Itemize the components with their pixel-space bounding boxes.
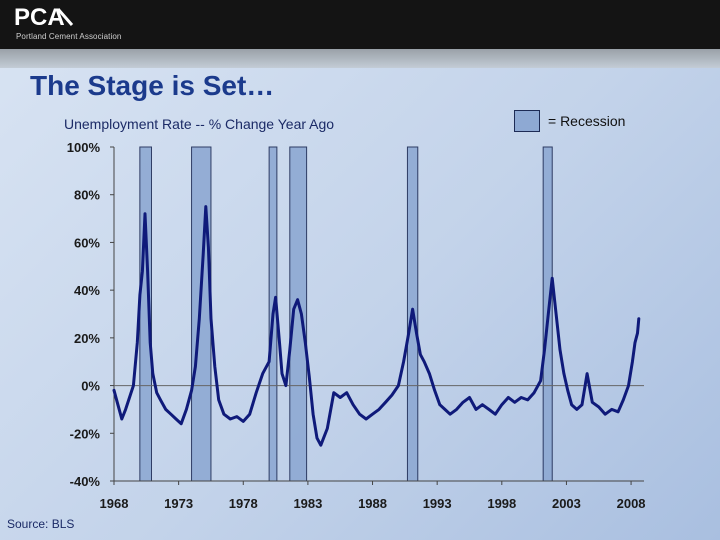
y-tick-label-4: 20%	[74, 331, 100, 346]
y-tick-label-2: 60%	[74, 235, 100, 250]
y-tick-label-1: 80%	[74, 188, 100, 203]
x-tick-label-2: 1978	[229, 496, 258, 511]
y-tick-label-6: -20%	[70, 426, 101, 441]
x-tick-label-5: 1993	[423, 496, 452, 511]
source-note: Source: BLS	[7, 517, 75, 531]
legend: = Recession	[514, 109, 625, 133]
legend-label: = Recession	[548, 113, 626, 129]
brand-subtitle: Portland Cement Association	[16, 32, 122, 41]
series-line-0	[112, 205, 641, 447]
slide-title: The Stage is Set…	[30, 70, 275, 101]
y-tick-label-0: 100%	[67, 140, 101, 155]
header-bar: PCA Portland Cement Association	[0, 0, 720, 49]
svg-text:PCA: PCA	[14, 4, 65, 31]
pca-logo: PCA	[14, 4, 74, 31]
y-tick-label-5: 0%	[81, 379, 100, 394]
recession-swatch	[514, 110, 540, 132]
x-tick-label-1: 1973	[164, 496, 193, 511]
x-tick-label-8: 2008	[617, 496, 646, 511]
y-tick-label-3: 40%	[74, 283, 100, 298]
x-tick-label-6: 1998	[487, 496, 516, 511]
header-band	[0, 49, 720, 68]
x-tick-label-4: 1988	[358, 496, 387, 511]
x-tick-label-3: 1983	[293, 496, 322, 511]
y-tick-label-7: -40%	[70, 474, 101, 489]
x-tick-label-0: 1968	[100, 496, 129, 511]
recession-bar-1	[191, 146, 212, 482]
chart-title: Unemployment Rate -- % Change Year Ago	[64, 116, 335, 132]
x-tick-label-7: 2003	[552, 496, 581, 511]
